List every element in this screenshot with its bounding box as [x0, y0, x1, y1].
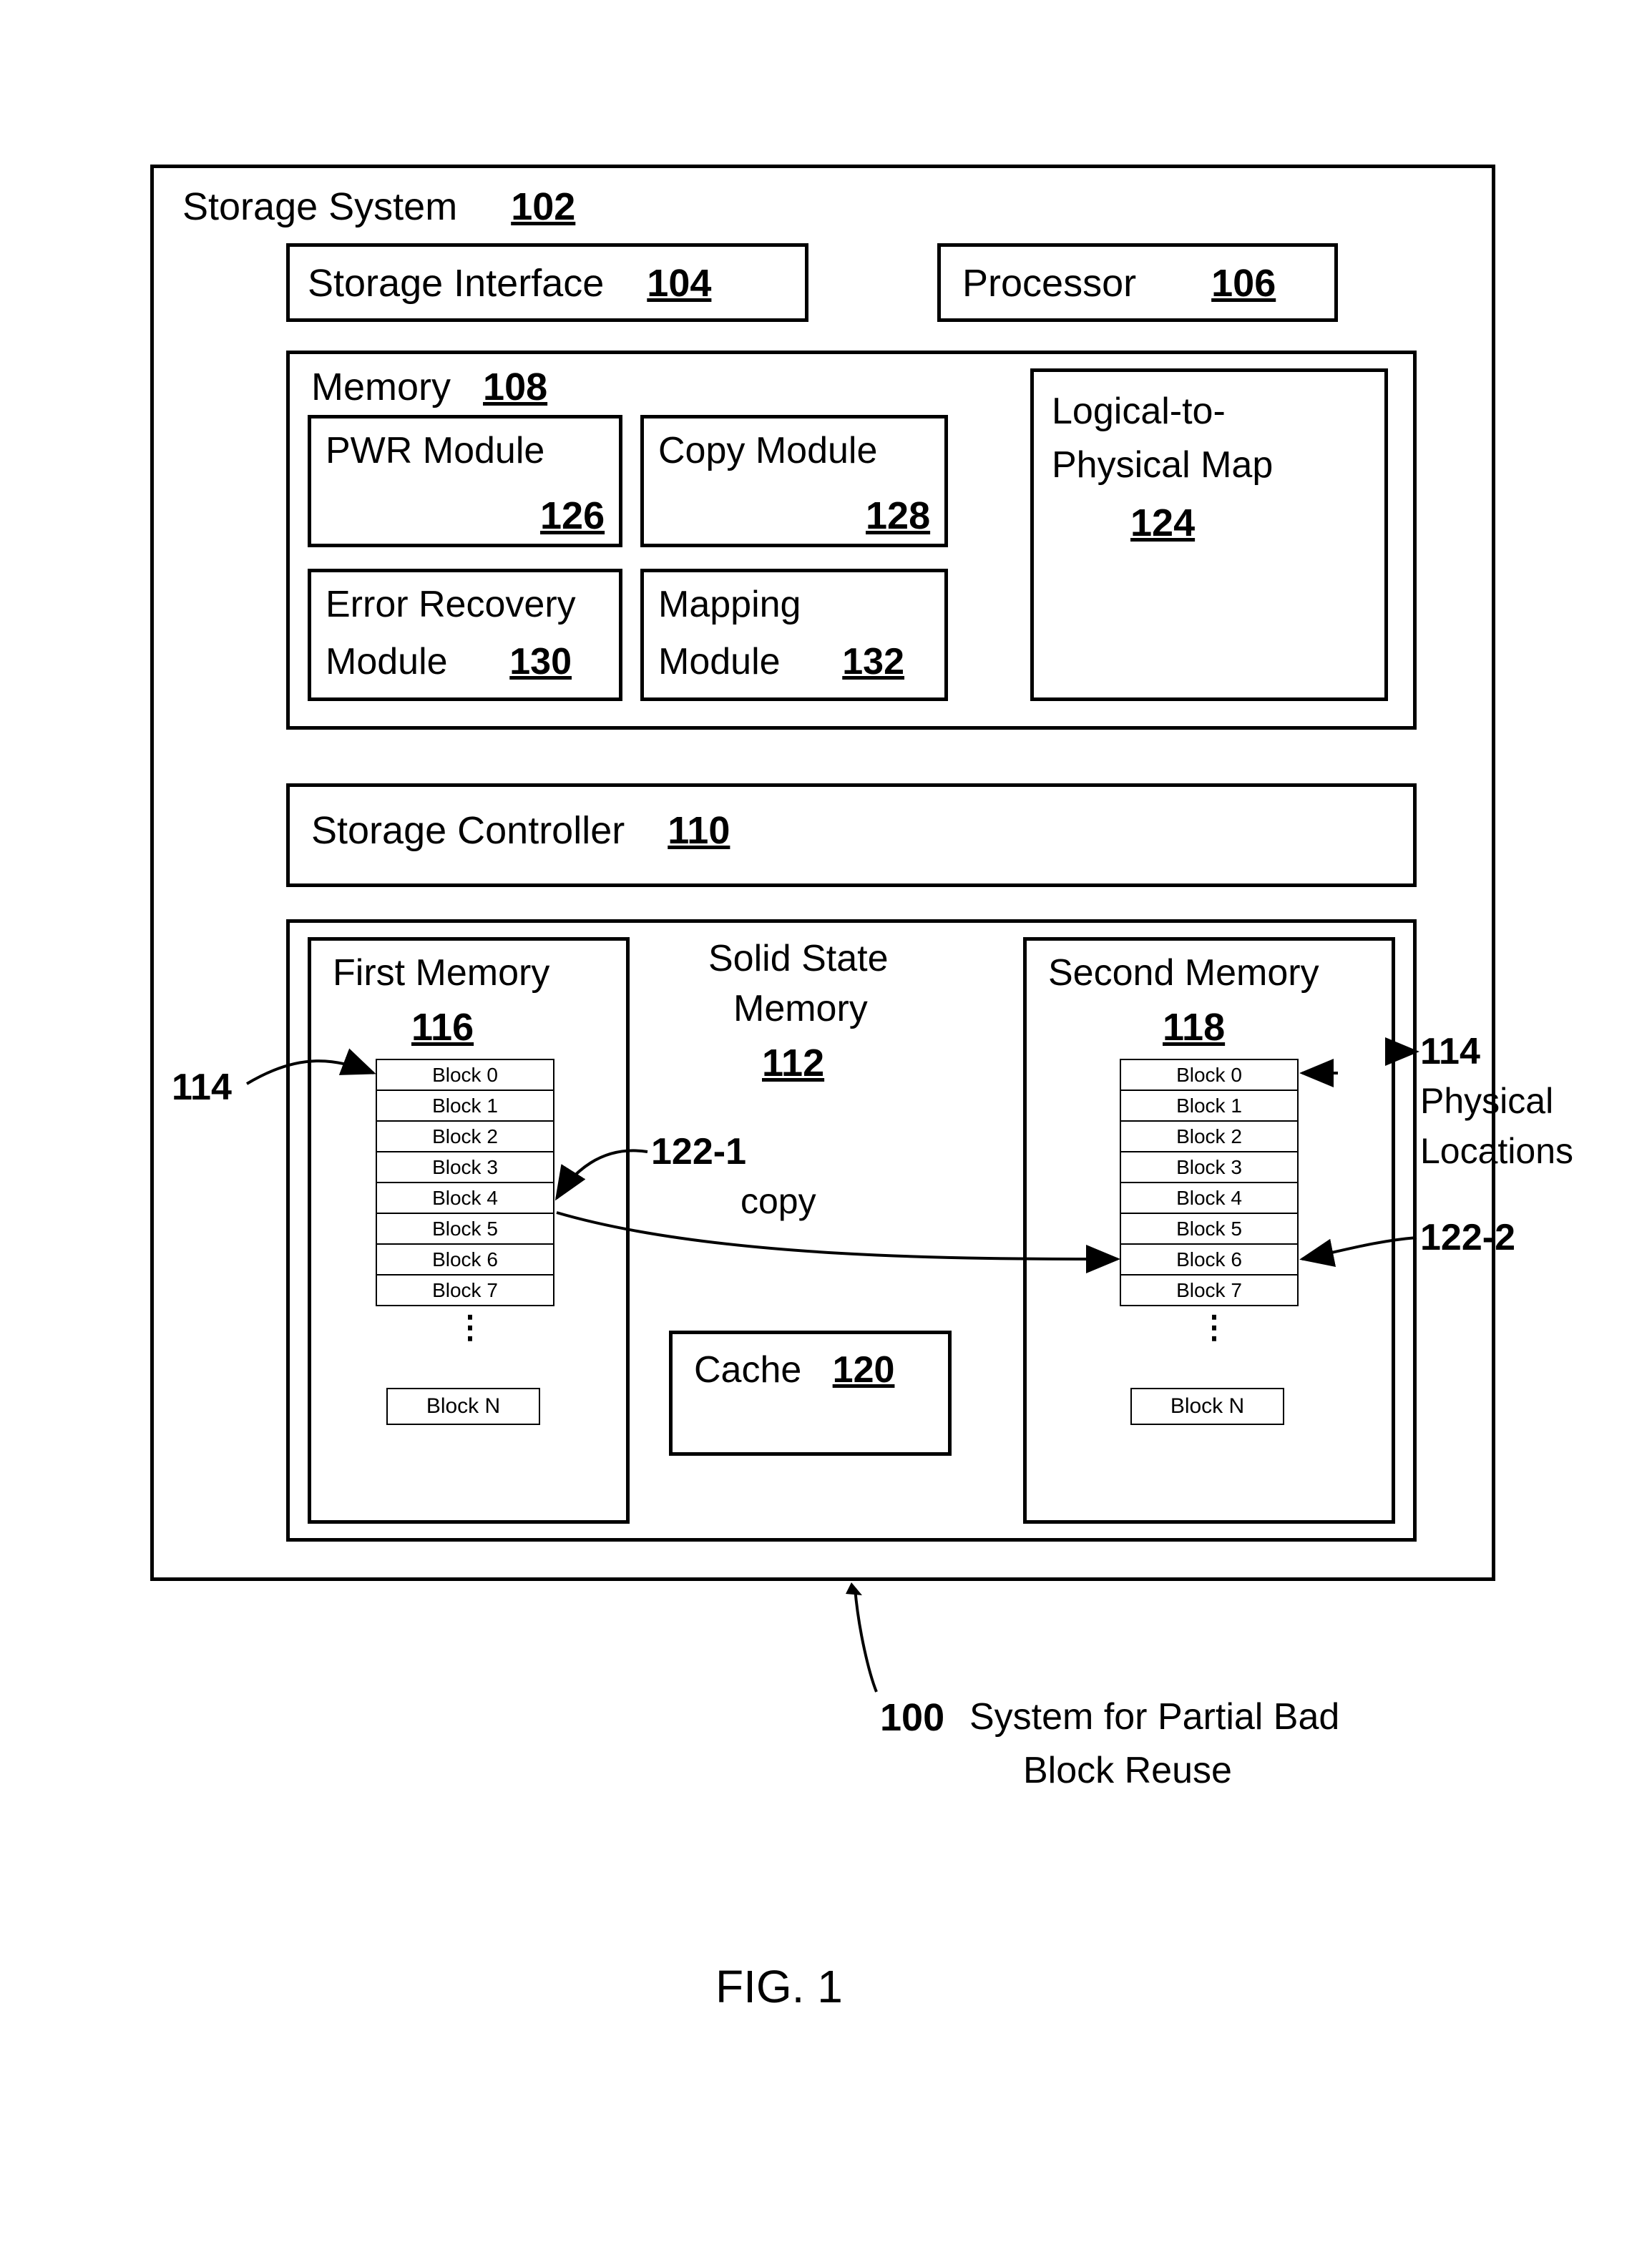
block-row: Block 1 — [1120, 1090, 1299, 1122]
physical-locations-2: Locations — [1420, 1130, 1573, 1172]
ssm-label2: Memory — [733, 987, 868, 1030]
first-memory-ref: 116 — [411, 1005, 474, 1049]
block-row: Block 2 — [376, 1120, 554, 1152]
mapping-module-text2: Module — [658, 641, 781, 682]
block-row: Block 5 — [1120, 1213, 1299, 1245]
memory-ref: 108 — [483, 366, 547, 408]
cache-label: Cache 120 — [694, 1348, 894, 1391]
caption-text-2: Block Reuse — [1023, 1749, 1232, 1792]
storage-interface-text: Storage Interface — [308, 262, 604, 305]
block-row: Block 6 — [1120, 1243, 1299, 1276]
physical-locations-1: Physical — [1420, 1080, 1553, 1122]
memory-text: Memory — [311, 366, 451, 408]
second-memory-label: Second Memory — [1048, 951, 1319, 994]
storage-system-ref: 102 — [511, 185, 575, 228]
block-row: Block 3 — [1120, 1151, 1299, 1183]
block-row: Block 5 — [376, 1213, 554, 1245]
block-row: Block 0 — [1120, 1059, 1299, 1091]
block-row: Block 1 — [376, 1090, 554, 1122]
second-memory-block-n: Block N — [1130, 1388, 1284, 1425]
first-memory-vdots: ⋮ — [454, 1309, 486, 1346]
copy-module-label: Copy Module — [658, 429, 877, 472]
l2p-map-label2: Physical Map — [1052, 444, 1273, 486]
caption-ref: 100 — [880, 1695, 944, 1740]
figure-label: FIG. 1 — [715, 1960, 843, 2013]
memory-label: Memory 108 — [311, 365, 547, 409]
block-row: Block 7 — [376, 1274, 554, 1306]
ssm-label1: Solid State — [708, 937, 889, 980]
ssm-ref: 112 — [762, 1041, 824, 1085]
l2p-map-ref: 124 — [1130, 501, 1195, 545]
pwr-module-label: PWR Module — [326, 429, 544, 472]
mapping-module-label2: Module 132 — [658, 640, 904, 683]
storage-interface-ref: 104 — [647, 262, 711, 305]
storage-interface-label: Storage Interface 104 — [308, 261, 711, 305]
block-row: Block 4 — [376, 1182, 554, 1214]
page: Storage System 102 Storage Interface 104… — [0, 0, 1652, 2262]
ref-122-1: 122-1 — [651, 1130, 746, 1173]
second-memory-ref: 118 — [1163, 1005, 1225, 1049]
second-memory-vdots: ⋮ — [1198, 1309, 1230, 1346]
cache-ref: 120 — [833, 1349, 895, 1391]
block-row: Block 0 — [376, 1059, 554, 1091]
mapping-module-ref: 132 — [842, 641, 904, 682]
block-row: Block 7 — [1120, 1274, 1299, 1306]
error-recovery-ref: 130 — [509, 641, 572, 682]
first-memory-label: First Memory — [333, 951, 549, 994]
mapping-module-label1: Mapping — [658, 583, 801, 626]
ref-122-2: 122-2 — [1420, 1216, 1515, 1259]
processor-ref: 106 — [1211, 262, 1276, 305]
second-memory-blocks: Block 0 Block 1 Block 2 Block 3 Block 4 … — [1120, 1059, 1299, 1306]
storage-controller-ref: 110 — [668, 809, 730, 852]
storage-system-label: Storage System 102 — [182, 185, 575, 229]
ref-114-right: 114 — [1420, 1030, 1480, 1073]
error-recovery-label2: Module 130 — [326, 640, 572, 683]
error-recovery-label1: Error Recovery — [326, 583, 576, 626]
processor-text: Processor — [962, 262, 1136, 305]
processor-label: Processor 106 — [962, 261, 1276, 305]
cache-text: Cache — [694, 1349, 801, 1391]
error-recovery-text2: Module — [326, 641, 448, 682]
block-row: Block 4 — [1120, 1182, 1299, 1214]
copy-label: copy — [741, 1180, 816, 1222]
ref-114-left: 114 — [172, 1066, 232, 1109]
pwr-module-ref: 126 — [540, 494, 605, 538]
storage-controller-label: Storage Controller 110 — [311, 808, 730, 853]
caption-text-1: System for Partial Bad — [969, 1695, 1339, 1738]
storage-system-text: Storage System — [182, 185, 457, 228]
block-row: Block 3 — [376, 1151, 554, 1183]
copy-module-ref: 128 — [866, 494, 930, 538]
block-row: Block 6 — [376, 1243, 554, 1276]
storage-controller-text: Storage Controller — [311, 809, 625, 852]
first-memory-blocks: Block 0 Block 1 Block 2 Block 3 Block 4 … — [376, 1059, 554, 1306]
first-memory-block-n: Block N — [386, 1388, 540, 1425]
l2p-map-label1: Logical-to- — [1052, 390, 1226, 433]
block-row: Block 2 — [1120, 1120, 1299, 1152]
